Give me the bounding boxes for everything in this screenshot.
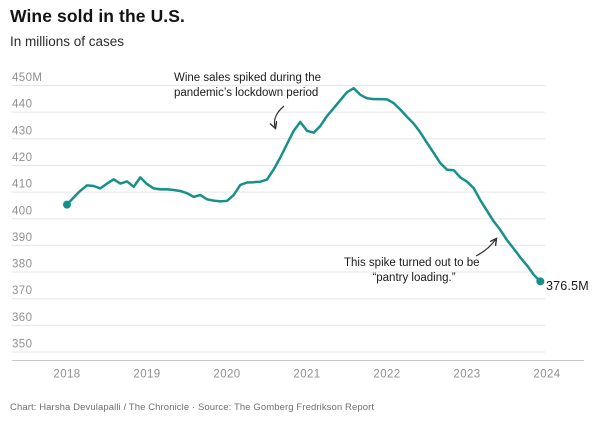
x-tick-label: 2018 [53,369,80,381]
y-tick-label: 380 [12,259,32,271]
y-tick-label: 370 [12,285,32,297]
y-tick-label: 360 [12,312,32,324]
end-value-label: 376.5M [546,279,589,293]
end-point-dot [536,277,545,286]
annotation-lockdown-line2: pandemic’s lockdown period [174,87,319,99]
lockdown-arrow [274,105,285,129]
y-tick-label: 420 [12,152,32,164]
pantry-arrow [475,239,497,257]
annotation-pantry-line2: “pantry loading.” [372,272,456,284]
y-tick-label: 390 [12,232,32,244]
x-tick-label: 2022 [373,369,400,381]
page-subtitle: In millions of cases [10,34,125,49]
y-tick-label: 410 [12,179,32,191]
annotation-lockdown: Wine sales spiked during the pandemic’s … [174,71,344,101]
annotation-pantry: This spike turned out to be “pantry load… [344,256,484,286]
x-axis-labels: 2018 2019 2020 2021 2022 2023 2024 [53,369,560,381]
annotation-lockdown-line1: Wine sales spiked during the [174,72,322,84]
y-tick-label: 450M [12,72,42,84]
x-tick-label: 2021 [293,369,320,381]
y-tick-label: 440 [12,99,32,111]
y-grid: 450M 440 430 420 410 400 390 380 370 360 350 [12,72,545,353]
y-tick-label: 430 [12,125,32,137]
x-tick-label: 2019 [133,369,160,381]
chart-credit: Chart: Harsha Devulapalli / The Chronicl… [10,402,375,413]
wine-line [65,86,542,283]
x-tick-label: 2024 [533,369,560,381]
y-tick-label: 350 [12,339,32,351]
x-tick-label: 2020 [213,369,240,381]
y-tick-label: 400 [12,205,32,217]
annotation-pantry-line1: This spike turned out to be [344,257,480,269]
start-point-dot [63,200,71,209]
page-title: Wine sold in the U.S. [10,6,186,26]
x-tick-label: 2023 [453,369,480,381]
